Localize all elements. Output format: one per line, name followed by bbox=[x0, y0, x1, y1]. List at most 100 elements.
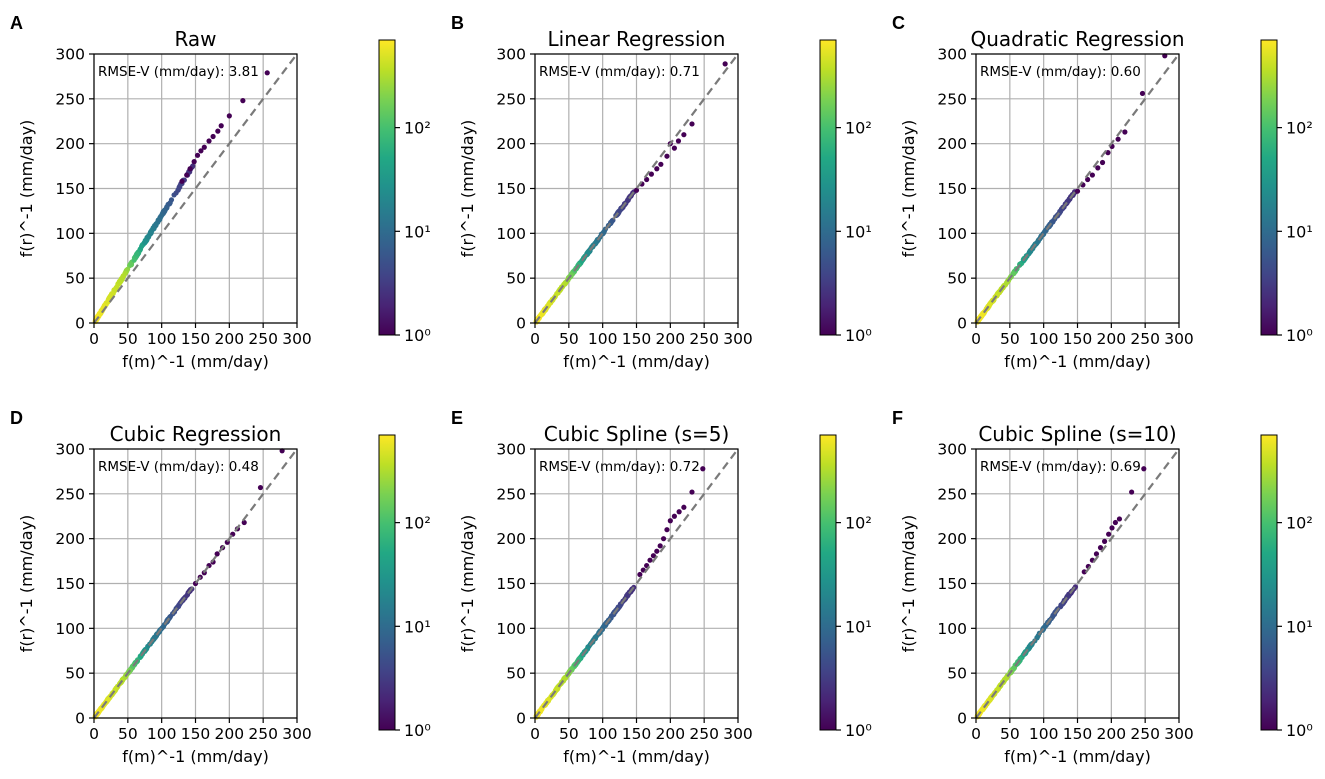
y-tick-label: 250 bbox=[937, 485, 967, 503]
x-tick-label: 100 bbox=[1029, 725, 1059, 743]
x-axis-label: f(m)^-1 (mm/day) bbox=[1004, 747, 1151, 766]
x-tick-label: 150 bbox=[1063, 725, 1093, 743]
y-tick-label: 0 bbox=[75, 315, 85, 333]
x-tick-label: 300 bbox=[723, 725, 753, 743]
x-tick-label: 300 bbox=[1164, 725, 1194, 743]
panel-letter: E bbox=[451, 408, 463, 428]
colorbar-gradient bbox=[1260, 434, 1278, 731]
y-tick-label: 150 bbox=[937, 180, 967, 198]
y-tick-label: 100 bbox=[937, 620, 967, 638]
scatter-point bbox=[105, 299, 111, 305]
rmse-annotation: RMSE-V (mm/day): 0.48 bbox=[98, 459, 259, 475]
panel-letter: B bbox=[451, 13, 464, 33]
panel-title: Raw bbox=[174, 27, 216, 51]
scatter-point bbox=[215, 128, 221, 134]
y-tick-label: 150 bbox=[496, 180, 526, 198]
scatter-point bbox=[1129, 489, 1135, 495]
panel-title: Cubic Regression bbox=[110, 422, 282, 446]
scatter-point bbox=[145, 234, 151, 240]
scatter-point bbox=[214, 551, 220, 557]
scatter-point bbox=[561, 675, 567, 681]
y-axis-label: f(r)^-1 (mm/day) bbox=[458, 515, 477, 653]
scatter-point bbox=[184, 172, 190, 178]
x-tick-label: 200 bbox=[656, 330, 686, 348]
x-tick-label: 200 bbox=[656, 725, 686, 743]
scatter-point bbox=[681, 132, 687, 138]
scatter-point bbox=[257, 484, 264, 491]
scatter-point bbox=[184, 592, 190, 598]
x-tick-label: 100 bbox=[588, 330, 618, 348]
scatter-point bbox=[1115, 136, 1121, 142]
scatter-points bbox=[533, 61, 728, 325]
scatter-point bbox=[1034, 635, 1040, 641]
colorbar-gradient bbox=[819, 39, 837, 336]
x-tick-label: 150 bbox=[181, 330, 211, 348]
x-tick-label: 200 bbox=[215, 725, 245, 743]
y-tick-label: 200 bbox=[937, 135, 967, 153]
scatter-point bbox=[1081, 569, 1087, 575]
scatter-point bbox=[664, 153, 670, 159]
scatter-point bbox=[1112, 519, 1118, 526]
scatter-point bbox=[206, 138, 212, 144]
scatter-point bbox=[1089, 172, 1095, 178]
x-tick-label: 0 bbox=[971, 330, 981, 348]
colorbar: 10⁰ 10¹ 10² bbox=[819, 434, 872, 740]
reference-line bbox=[534, 448, 739, 719]
colorbar-gradient bbox=[1260, 39, 1278, 336]
scatter-point bbox=[664, 527, 670, 533]
scatter-point bbox=[657, 543, 663, 549]
scatter-point bbox=[175, 603, 182, 610]
rmse-annotation: RMSE-V (mm/day): 3.81 bbox=[98, 64, 259, 80]
colorbar-tick-label: 10¹ bbox=[1286, 617, 1313, 636]
scatter-point bbox=[676, 509, 682, 515]
colorbar-tick-label: 10² bbox=[845, 514, 872, 533]
y-tick-label: 50 bbox=[947, 665, 967, 683]
colorbar-gradient bbox=[378, 434, 396, 731]
scatter-point bbox=[134, 251, 140, 257]
y-tick-label: 300 bbox=[937, 441, 967, 459]
y-axis-label: f(r)^-1 (mm/day) bbox=[899, 120, 918, 258]
x-tick-label: 50 bbox=[118, 330, 138, 348]
colorbar-tick-label: 10⁰ bbox=[404, 721, 431, 740]
y-tick-label: 0 bbox=[75, 710, 85, 728]
x-tick-label: 250 bbox=[1130, 725, 1160, 743]
scatter-point bbox=[148, 229, 154, 235]
reference-line bbox=[534, 53, 739, 324]
scatter-point bbox=[1106, 531, 1112, 537]
scatter-point bbox=[689, 489, 695, 495]
x-tick-label: 150 bbox=[622, 330, 652, 348]
x-tick-label: 100 bbox=[147, 330, 177, 348]
rmse-annotation: RMSE-V (mm/day): 0.71 bbox=[539, 64, 700, 80]
scatter-point bbox=[264, 70, 270, 76]
y-tick-label: 250 bbox=[55, 90, 85, 108]
scatter-point bbox=[1097, 545, 1104, 551]
scatter-point bbox=[119, 275, 126, 281]
scatter-point bbox=[722, 61, 728, 67]
x-tick-label: 50 bbox=[559, 330, 579, 348]
x-axis-label: f(m)^-1 (mm/day) bbox=[563, 747, 710, 766]
scatter-points bbox=[533, 466, 706, 720]
scatter-points bbox=[974, 466, 1147, 720]
scatter-point bbox=[1003, 675, 1009, 681]
scatter-point bbox=[667, 518, 673, 524]
panel-title: Linear Regression bbox=[548, 27, 726, 51]
x-tick-label: 200 bbox=[215, 330, 245, 348]
y-tick-label: 250 bbox=[496, 485, 526, 503]
panel-letter: A bbox=[10, 13, 23, 33]
colorbar-tick-label: 10² bbox=[404, 119, 431, 138]
y-tick-label: 300 bbox=[496, 441, 526, 459]
y-tick-label: 0 bbox=[516, 315, 526, 333]
colorbar-tick-label: 10⁰ bbox=[845, 326, 872, 345]
scatter-point bbox=[1139, 90, 1146, 97]
y-tick-label: 100 bbox=[55, 225, 85, 243]
y-tick-label: 50 bbox=[506, 270, 526, 288]
x-tick-label: 50 bbox=[559, 725, 579, 743]
scatter-point bbox=[1141, 466, 1147, 472]
panel-letter: D bbox=[10, 408, 23, 428]
scatter-point bbox=[128, 262, 134, 268]
scatter-point bbox=[1074, 188, 1081, 194]
scatter-point bbox=[218, 123, 224, 129]
scatter-point bbox=[647, 557, 653, 563]
